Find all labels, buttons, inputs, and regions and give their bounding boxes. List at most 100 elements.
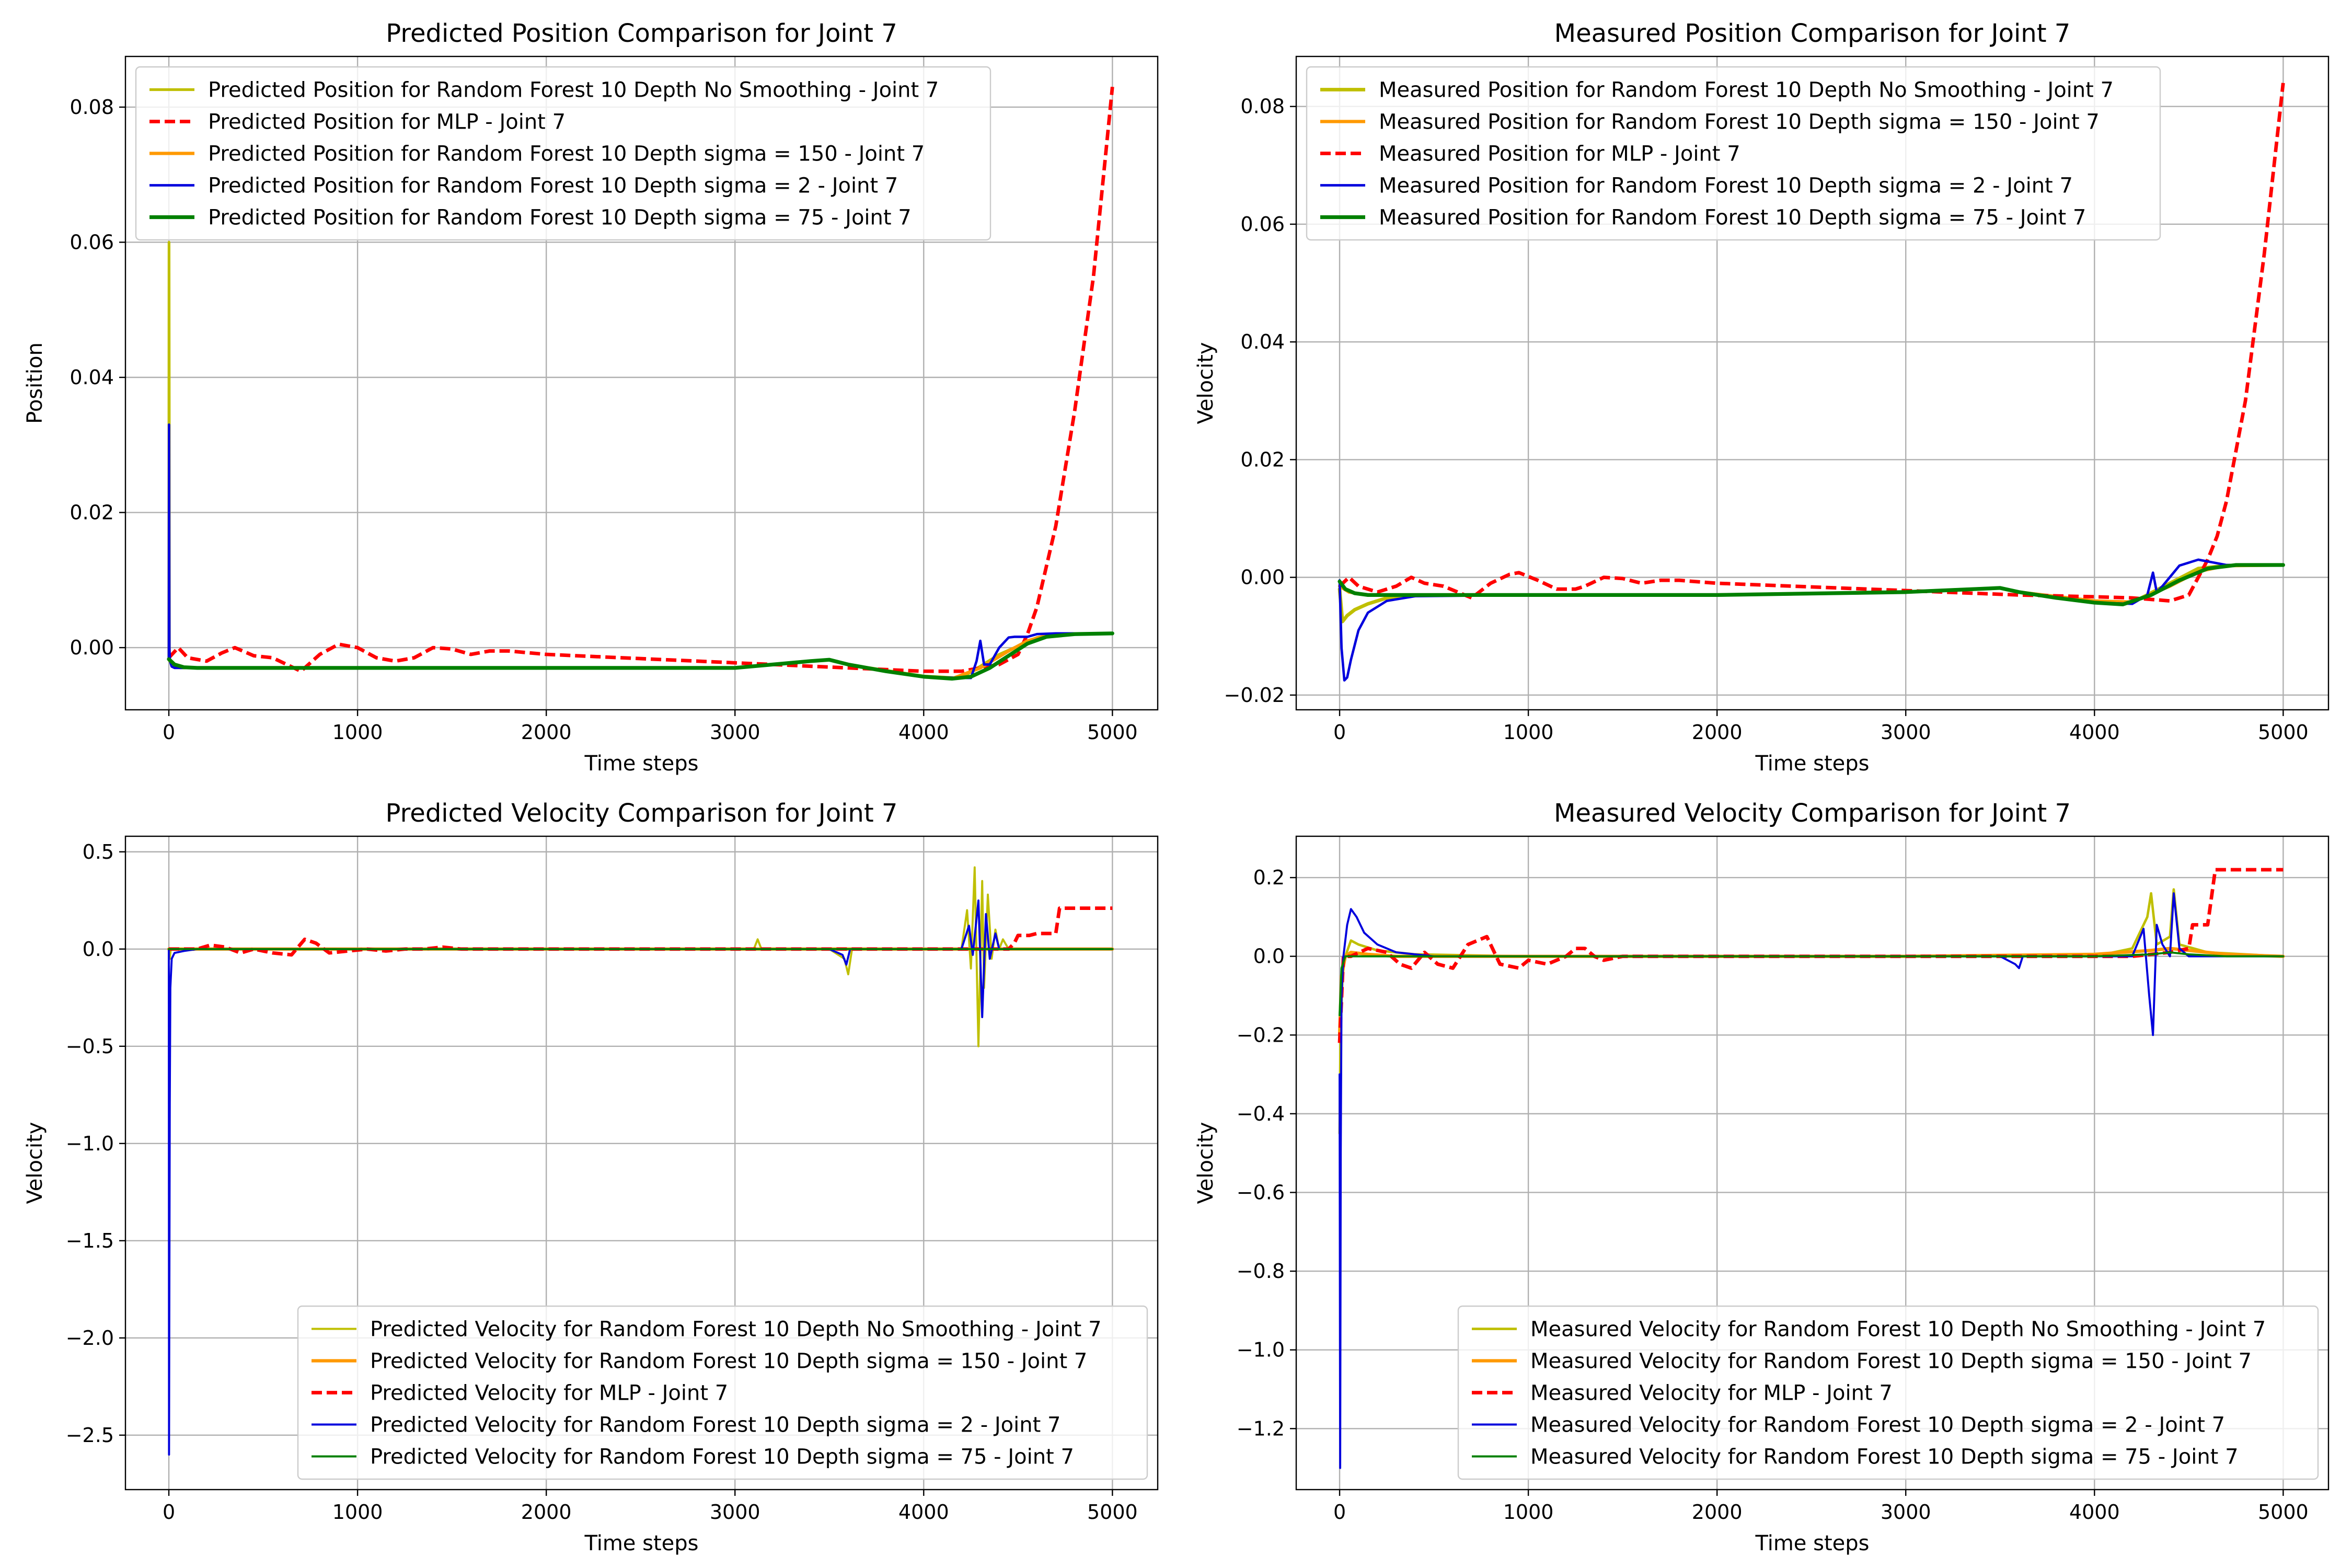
y-tick-label: −0.5: [66, 1035, 114, 1058]
series-line-3: [167, 631, 1114, 681]
legend-label: Measured Position for Random Forest 10 D…: [1379, 78, 2114, 102]
y-axis-label: Velocity: [23, 1122, 47, 1204]
y-tick-label: 0.06: [1240, 213, 1285, 236]
legend-label: Measured Velocity for Random Forest 10 D…: [1530, 1413, 2225, 1437]
series-line-2: [167, 86, 1114, 673]
x-tick-label: 3000: [1881, 1501, 1931, 1524]
legend-label: Predicted Velocity for MLP - Joint 7: [370, 1381, 728, 1405]
y-tick-label: 0.00: [1240, 566, 1285, 589]
y-tick-label: −1.5: [66, 1229, 114, 1252]
legend-label: Measured Position for Random Forest 10 D…: [1379, 174, 2073, 198]
legend-frame: [1457, 1305, 2319, 1480]
y-tick-label: −0.2: [1237, 1023, 1285, 1046]
legend-frame: [1306, 66, 2161, 241]
x-tick-label: 3000: [1881, 721, 1931, 744]
series-line-5: [1339, 951, 2285, 1017]
y-tick-label: −1.0: [66, 1132, 114, 1155]
x-tick-label: 4000: [898, 1501, 949, 1524]
x-tick-label: 1000: [1503, 721, 1554, 744]
legend: Measured Position for Random Forest 10 D…: [1306, 66, 2161, 241]
x-tick-label: 5000: [1087, 721, 1138, 744]
legend-label: Predicted Velocity for Random Forest 10 …: [370, 1445, 1074, 1469]
x-tick-label: 0: [163, 721, 175, 744]
legend-label: Predicted Velocity for Random Forest 10 …: [370, 1318, 1102, 1342]
legend-label: Predicted Position for Random Forest 10 …: [208, 78, 939, 102]
axes-frame: [124, 835, 1159, 1491]
x-axis-label: Time steps: [1755, 1531, 1870, 1555]
y-axis-label: Position: [23, 342, 47, 424]
legend-frame: [297, 1305, 1148, 1480]
chart-panel-1: 0 1000 2000 3000 4000 5000 0.00 0.02 0.04 0.06 0.0…: [23, 19, 1159, 776]
legend-label: Predicted Position for Random Forest 10 …: [208, 206, 912, 230]
x-tick-label: 3000: [710, 1501, 760, 1524]
chart-panel-4: 0 1000 2000 3000 4000 5000 −1.2 −1.0 −0.8 −0.6 −0.…: [1194, 799, 2330, 1555]
series-group: [167, 866, 1114, 1456]
series-group: [1338, 83, 2285, 682]
x-tick-label: 1000: [1503, 1501, 1554, 1524]
y-tick-label: 0.02: [1240, 448, 1285, 471]
legend-label: Measured Position for MLP - Joint 7: [1379, 142, 1740, 166]
legend-label: Predicted Position for Random Forest 10 …: [208, 174, 898, 198]
y-axis-label: Velocity: [1194, 342, 1218, 424]
axes-frame: [124, 55, 1159, 711]
series-group: [1338, 868, 2285, 1469]
legend-label: Measured Velocity for Random Forest 10 D…: [1530, 1350, 2252, 1374]
legend: Predicted Position for Random Forest 10 …: [135, 66, 991, 241]
series-line-3: [1338, 83, 2285, 603]
x-tick-label: 5000: [1087, 1501, 1138, 1524]
y-tick-label: −0.6: [1237, 1181, 1285, 1204]
y-tick-label: 0.2: [1253, 866, 1285, 889]
series-line-5: [167, 631, 1114, 681]
y-tick-label: 0.02: [70, 501, 114, 524]
chart-panel-3: 0 1000 2000 3000 4000 5000 −2.5 −2.0 −1.5 −1.0 −0.…: [23, 799, 1159, 1555]
series-line-1: [167, 240, 1114, 679]
y-tick-label: −2.0: [66, 1327, 114, 1350]
chart-panel-2: 0 1000 2000 3000 4000 5000 −0.02 0.00 0.02 0.04 0.…: [1194, 19, 2330, 776]
x-tick-label: 5000: [2258, 721, 2309, 744]
axes-frame: [1295, 55, 2330, 711]
x-tick-label: 2000: [1692, 1501, 1743, 1524]
x-axis-label: Time steps: [584, 752, 699, 776]
series-group: [167, 86, 1114, 681]
series-line-4: [167, 423, 1114, 679]
legend-frame: [135, 66, 991, 241]
chart-title: Measured Velocity Comparison for Joint 7: [1554, 799, 2071, 828]
series-line-4: [168, 899, 1114, 1456]
chart-title: Predicted Velocity Comparison for Joint …: [386, 799, 898, 828]
y-tick-label: −0.4: [1237, 1102, 1285, 1125]
x-tick-label: 0: [1333, 1501, 1346, 1524]
series-line-3: [1338, 868, 2284, 1043]
y-tick-label: 0.0: [1253, 945, 1285, 968]
legend-label: Measured Velocity for MLP - Joint 7: [1530, 1381, 1893, 1405]
legend-label: Measured Velocity for Random Forest 10 D…: [1530, 1318, 2266, 1342]
axes-frame: [1295, 835, 2330, 1491]
x-tick-label: 1000: [332, 721, 383, 744]
legend-label: Predicted Position for Random Forest 10 …: [208, 142, 925, 166]
y-tick-label: −1.2: [1237, 1417, 1285, 1440]
y-axis-label: Velocity: [1194, 1122, 1218, 1204]
series-line-1: [168, 866, 1114, 1047]
legend-label: Measured Position for Random Forest 10 D…: [1379, 110, 2100, 134]
x-tick-label: 2000: [521, 1501, 572, 1524]
legend-label: Predicted Velocity for Random Forest 10 …: [370, 1350, 1087, 1374]
y-tick-label: 0.08: [1240, 95, 1285, 118]
x-tick-label: 4000: [2069, 721, 2120, 744]
y-tick-label: 0.04: [1240, 330, 1285, 353]
x-tick-label: 1000: [332, 1501, 383, 1524]
y-tick-label: −0.02: [1224, 684, 1285, 707]
legend: Measured Velocity for Random Forest 10 D…: [1457, 1305, 2319, 1480]
y-tick-label: −0.8: [1237, 1260, 1285, 1283]
series-line-2: [1338, 947, 2285, 1037]
y-tick-label: 0.0: [83, 938, 114, 961]
x-axis-label: Time steps: [1755, 752, 1870, 776]
legend-label: Predicted Position for MLP - Joint 7: [208, 110, 566, 134]
y-tick-label: 0.00: [70, 636, 114, 659]
x-tick-label: 3000: [710, 721, 760, 744]
x-tick-label: 0: [1333, 721, 1346, 744]
chart-title: Measured Position Comparison for Joint 7: [1554, 19, 2071, 48]
legend-label: Predicted Velocity for Random Forest 10 …: [370, 1413, 1060, 1437]
x-tick-label: 2000: [521, 721, 572, 744]
legend-label: Measured Velocity for Random Forest 10 D…: [1530, 1445, 2239, 1469]
